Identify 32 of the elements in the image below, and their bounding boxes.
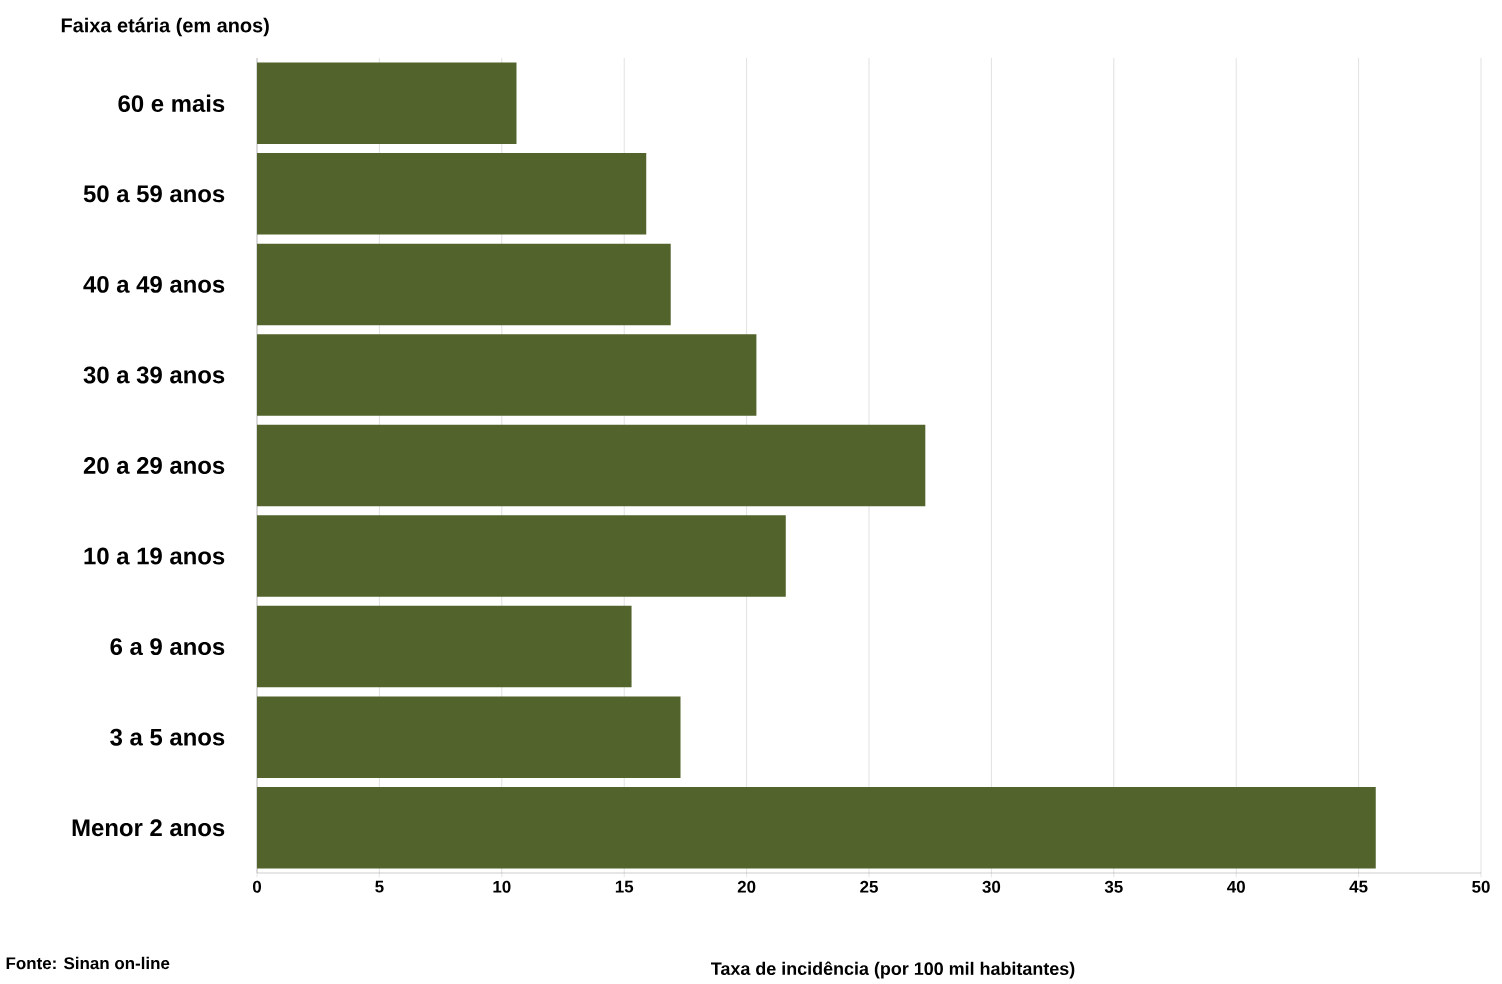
bar (257, 515, 786, 597)
x-tick-label: 0 (252, 880, 262, 893)
y-tick-label: 50 a 59 anos (83, 185, 225, 203)
x-tick-label: 10 (493, 880, 511, 893)
x-tick-label: 45 (1349, 880, 1368, 893)
y-tick-label: 30 a 39 anos (83, 366, 225, 384)
x-tick-label: 30 (982, 880, 1001, 893)
y-tick-label: 40 a 49 anos (83, 275, 225, 293)
bar (257, 605, 632, 688)
x-tick-label: 35 (1104, 880, 1123, 893)
y-tick-label: 20 a 29 anos (83, 457, 225, 474)
x-tick-label: 25 (860, 880, 878, 893)
x-tick-label: 50 (1472, 880, 1490, 893)
bar (257, 153, 647, 235)
y-tick-label: 3 a 5 anos (110, 728, 225, 746)
bar (257, 62, 517, 145)
x-tick-label: 5 (375, 880, 384, 893)
x-tick-label: 20 (737, 880, 756, 893)
y-axis-title: Faixa etária (em anos) (61, 17, 269, 37)
bar (257, 696, 681, 778)
source-note: Fonte: Sinan on-line (6, 956, 170, 970)
x-tick-label: 15 (615, 880, 634, 893)
bar (257, 243, 671, 326)
bar (257, 424, 926, 507)
y-tick-label: 10 a 19 anos (84, 547, 225, 565)
bar (257, 334, 757, 416)
y-tick-label: Menor 2 anos (72, 819, 225, 837)
bar (257, 786, 1376, 869)
x-axis-title: Taxa de incidência (por 100 mil habitantes) (711, 961, 1075, 979)
x-tick-label: 40 (1227, 880, 1245, 893)
y-tick-label: 6 a 9 anos (110, 638, 225, 656)
y-tick-label: 60 e mais (118, 94, 225, 113)
